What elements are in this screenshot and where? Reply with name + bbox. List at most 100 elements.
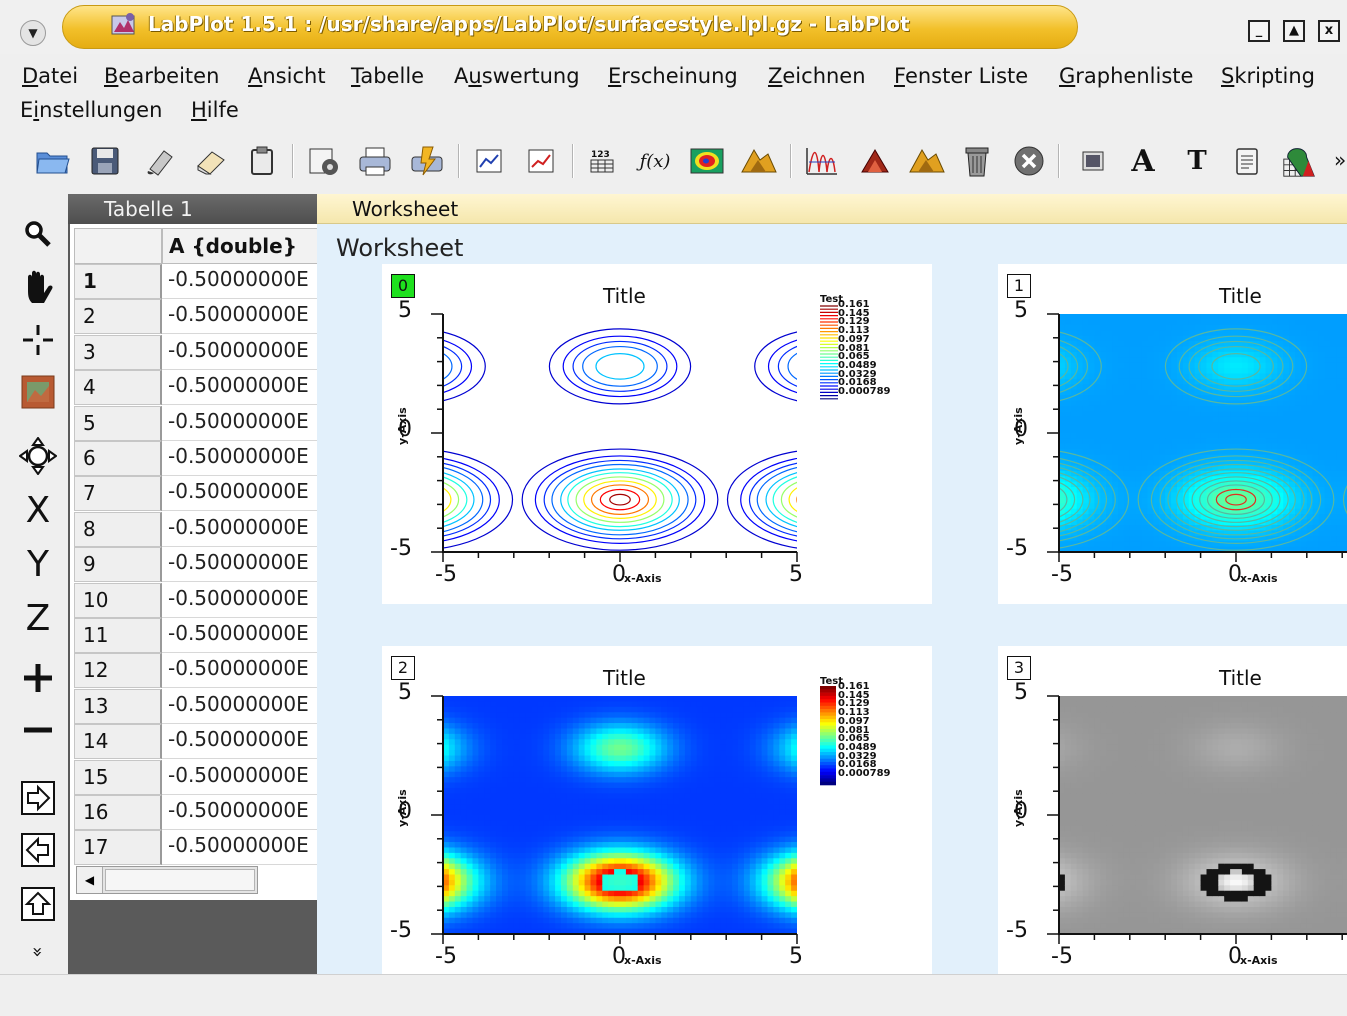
expand-more-icon[interactable]: » xyxy=(27,946,49,958)
toolbar-overflow-button[interactable]: » xyxy=(1334,148,1347,172)
plot-title[interactable]: Title xyxy=(1219,666,1262,690)
table-cell[interactable]: -0.50000000E xyxy=(162,795,317,830)
arrow-up-icon[interactable] xyxy=(16,882,60,926)
row-header[interactable]: 10 xyxy=(74,582,162,618)
menu-fenster-liste[interactable]: Fenster Liste xyxy=(894,64,1029,88)
y-axis-icon[interactable]: Y xyxy=(27,543,49,585)
menu-zeichnen[interactable]: Zeichnen xyxy=(768,64,866,88)
table-cell[interactable]: -0.50000000E xyxy=(162,618,317,653)
image-tool-icon[interactable] xyxy=(16,370,60,414)
worksheet-tab[interactable]: Worksheet xyxy=(317,194,1347,224)
notes-icon[interactable] xyxy=(1228,142,1266,180)
maximize-button[interactable]: ▲ xyxy=(1283,20,1305,42)
menu-hilfe[interactable]: Hilfe xyxy=(191,98,239,122)
x-axis-label[interactable]: x-Axis xyxy=(1240,572,1278,585)
plot-canvas[interactable] xyxy=(382,264,932,604)
x-axis-label[interactable]: x-Axis xyxy=(1240,954,1278,967)
qwt-3d-icon[interactable] xyxy=(908,142,946,180)
text-bold-icon[interactable]: A xyxy=(1124,142,1162,180)
plot-number-badge[interactable]: 3 xyxy=(1007,656,1031,680)
window-menu-button[interactable]: ▼ xyxy=(20,20,46,46)
plot-canvas[interactable] xyxy=(382,646,932,974)
close-button[interactable]: x xyxy=(1318,20,1340,42)
row-header[interactable]: 9 xyxy=(74,547,162,583)
table-cell[interactable]: -0.50000000E xyxy=(162,335,317,370)
y-axis-label[interactable]: y-Axis xyxy=(1012,789,1025,827)
plot-number-badge[interactable]: 1 xyxy=(1007,274,1031,298)
minimize-button[interactable]: _ xyxy=(1248,20,1270,42)
column-header-a[interactable]: A {double} xyxy=(162,228,317,264)
menu-erscheinung[interactable]: Erscheinung xyxy=(608,64,738,88)
row-header[interactable]: 5 xyxy=(74,405,162,441)
table-cell[interactable]: -0.50000000E xyxy=(162,583,317,618)
print-icon[interactable] xyxy=(356,142,394,180)
plot-title[interactable]: Title xyxy=(603,284,646,308)
new-worksheet-icon[interactable] xyxy=(304,142,342,180)
table-cell[interactable]: -0.50000000E xyxy=(162,547,317,583)
row-header[interactable]: 14 xyxy=(74,724,162,760)
arrow-right-icon[interactable] xyxy=(16,776,60,820)
menu-skripting[interactable]: Skripting xyxy=(1221,64,1316,88)
row-header[interactable]: 8 xyxy=(74,511,162,547)
plot-panel[interactable]: 0 Title -5 0 5 5 0 -5 x-Axis y-Axis Test 0.161 0.145… xyxy=(382,264,932,604)
scroll-left-icon[interactable]: ◀ xyxy=(77,867,103,893)
graph-wizard-icon[interactable] xyxy=(1280,142,1318,180)
surface-plot-icon[interactable] xyxy=(740,142,778,180)
row-header[interactable]: 11 xyxy=(74,618,162,653)
plot-surface-icon[interactable] xyxy=(522,142,560,180)
move-arrows-icon[interactable] xyxy=(16,434,60,478)
plot-panel[interactable]: 3 Title -5 0 5 0 -5 x-Axis y-Axis xyxy=(998,646,1347,974)
text-icon[interactable]: T xyxy=(1178,142,1216,180)
row-header[interactable]: 7 xyxy=(74,476,162,512)
table-cell[interactable]: -0.50000000E xyxy=(162,653,317,689)
menu-datei[interactable]: Datei xyxy=(22,64,79,88)
z-axis-icon[interactable]: Z xyxy=(25,597,51,639)
y-axis-label[interactable]: y-Axis xyxy=(396,789,409,827)
plot-canvas[interactable] xyxy=(998,264,1347,604)
row-header[interactable]: 1 xyxy=(74,264,162,299)
table-cell[interactable]: -0.50000000E xyxy=(162,760,317,795)
plot-title[interactable]: Title xyxy=(1219,284,1262,308)
table-cell[interactable]: -0.50000000E xyxy=(162,299,317,335)
menu-graphenliste[interactable]: Graphenliste xyxy=(1059,64,1194,88)
table-cell[interactable]: -0.50000000E xyxy=(162,406,317,441)
row-header[interactable]: 6 xyxy=(74,441,162,476)
plot-title[interactable]: Title xyxy=(603,666,646,690)
plot-2d-icon[interactable] xyxy=(470,142,508,180)
function-icon[interactable]: ƒ(x) xyxy=(636,142,674,180)
table-cell[interactable]: -0.50000000E xyxy=(162,724,317,760)
menu-tabelle[interactable]: Tabelle xyxy=(351,64,425,88)
clipboard-icon[interactable] xyxy=(243,142,281,180)
paint-icon[interactable] xyxy=(142,142,180,180)
row-header[interactable]: 4 xyxy=(74,370,162,406)
print-preview-icon[interactable] xyxy=(408,142,446,180)
table-corner[interactable] xyxy=(74,228,162,264)
table-cell[interactable]: -0.50000000E xyxy=(162,476,317,512)
open-folder-icon[interactable] xyxy=(34,142,72,180)
x-axis-label[interactable]: x-Axis xyxy=(624,954,662,967)
plot-panel[interactable]: 1 Title -5 0 5 0 -5 x-Axis y-Axis xyxy=(998,264,1347,604)
histogram-icon[interactable] xyxy=(802,142,840,180)
spreadsheet-table[interactable]: A {double} ◀ 1 -0.50000000E 2 -0.50000000E 3… xyxy=(70,224,317,900)
table-cell[interactable]: -0.50000000E xyxy=(162,370,317,406)
plot-number-badge[interactable]: 2 xyxy=(391,656,415,680)
row-header[interactable]: 16 xyxy=(74,795,162,830)
row-header[interactable]: 12 xyxy=(74,653,162,689)
plot-panel[interactable]: 2 Title -5 0 5 5 0 -5 x-Axis y-Axis Test 0.161 0.145… xyxy=(382,646,932,974)
spreadsheet-numbers-icon[interactable]: 123 xyxy=(584,142,622,180)
zoom-out-icon[interactable] xyxy=(16,708,60,752)
close-circle-icon[interactable] xyxy=(1010,142,1048,180)
trash-icon[interactable] xyxy=(958,142,996,180)
menu-einstellungen[interactable]: Einstellungen xyxy=(20,98,163,122)
zoom-icon[interactable] xyxy=(16,212,60,256)
table-cell[interactable]: -0.50000000E xyxy=(162,830,317,866)
row-header[interactable]: 2 xyxy=(74,299,162,335)
row-header[interactable]: 15 xyxy=(74,759,162,795)
table-cell[interactable]: -0.50000000E xyxy=(162,441,317,476)
menu-bearbeiten[interactable]: Bearbeiten xyxy=(104,64,220,88)
table-cell[interactable]: -0.50000000E xyxy=(162,264,317,299)
pan-hand-icon[interactable] xyxy=(16,266,60,310)
plot-canvas[interactable] xyxy=(998,646,1347,974)
contour-map-icon[interactable] xyxy=(688,142,726,180)
menu-ansicht[interactable]: Ansicht xyxy=(248,64,326,88)
